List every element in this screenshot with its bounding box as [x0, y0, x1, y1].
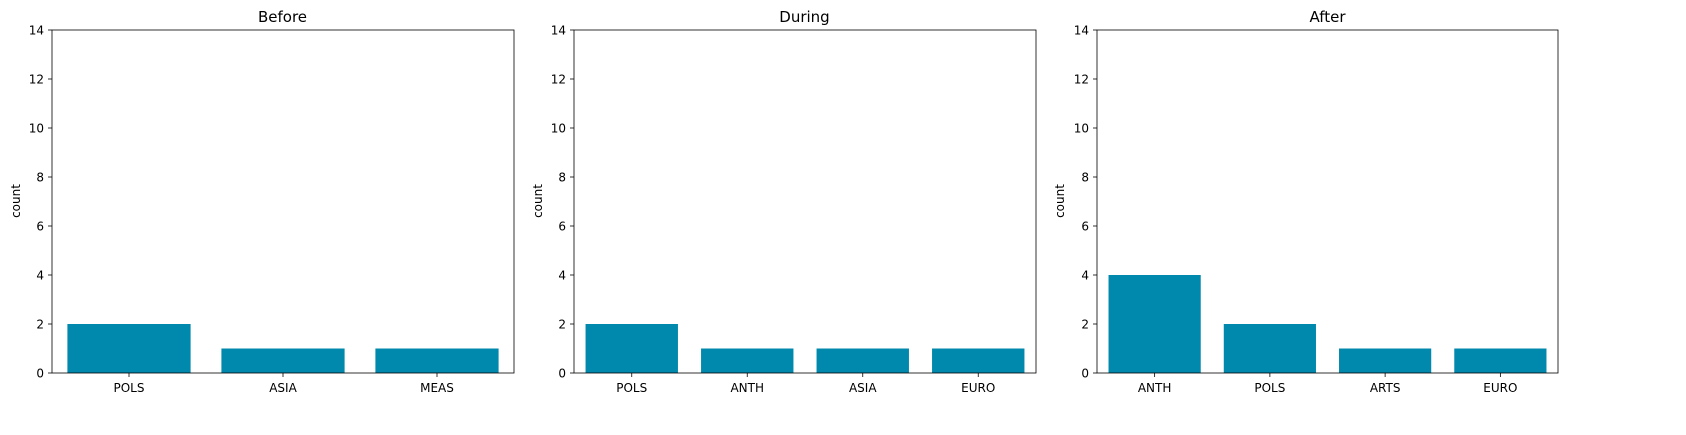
x-tick-label: POLS	[1254, 381, 1285, 395]
y-tick-label: 0	[558, 367, 566, 381]
y-tick-label: 14	[551, 24, 566, 38]
bar	[67, 324, 191, 373]
y-tick-label: 12	[29, 73, 44, 87]
chart-title: During	[779, 8, 829, 26]
x-tick-label: MEAS	[420, 381, 454, 395]
y-tick-label: 2	[558, 318, 566, 332]
plot-area: POLS ASIA MEAS 0 2 4 6 8 10 12 14	[29, 24, 515, 395]
subplot-during: During count POLS ANTH ASIA EURO 0 2 4 6 8 10 12 14	[531, 8, 1037, 395]
y-axis-label: count	[9, 184, 23, 218]
y-tick-label: 10	[551, 122, 566, 136]
y-tick-label: 6	[36, 220, 44, 234]
x-tick-label: EURO	[1483, 381, 1517, 395]
y-tick-label: 12	[1074, 73, 1089, 87]
bar	[816, 348, 909, 373]
axes-frame	[1096, 29, 1559, 374]
chart-title: After	[1309, 8, 1346, 26]
subplot-after: After count ANTH POLS ARTS EURO 0 2 4 6 8 10 12 14	[1053, 8, 1559, 395]
y-axis-label: count	[1053, 184, 1067, 218]
y-tick-label: 6	[1081, 220, 1089, 234]
bar	[1108, 275, 1201, 373]
x-tick-label: ANTH	[730, 381, 764, 395]
axes-frame	[51, 29, 515, 374]
x-tick-label: ANTH	[1138, 381, 1172, 395]
y-tick-label: 12	[551, 73, 566, 87]
y-tick-label: 14	[1074, 24, 1089, 38]
y-axis-label: count	[531, 184, 545, 218]
y-tick-label: 0	[1081, 367, 1089, 381]
subplot-before: Before count POLS ASIA MEAS 0 2 4 6 8 10 12 14	[9, 8, 515, 395]
bar	[701, 348, 794, 373]
bar	[375, 348, 499, 373]
bar	[585, 324, 678, 373]
axes-frame	[573, 29, 1037, 374]
x-tick-label: ASIA	[269, 381, 297, 395]
plot-area: ANTH POLS ARTS EURO 0 2 4 6 8 10 12 14	[1074, 24, 1559, 395]
y-tick-label: 0	[36, 367, 44, 381]
bar	[932, 348, 1025, 373]
y-tick-label: 14	[29, 24, 44, 38]
bar	[1223, 324, 1316, 373]
x-tick-label: POLS	[114, 381, 145, 395]
y-tick-label: 2	[36, 318, 44, 332]
y-tick-label: 8	[558, 171, 566, 185]
plot-area: POLS ANTH ASIA EURO 0 2 4 6 8 10 12 14	[551, 24, 1037, 395]
y-tick-label: 4	[558, 269, 566, 283]
y-tick-label: 6	[558, 220, 566, 234]
bar	[1454, 348, 1547, 373]
y-tick-label: 4	[1081, 269, 1089, 283]
y-tick-label: 10	[1074, 122, 1089, 136]
x-tick-label: EURO	[961, 381, 995, 395]
x-tick-label: ARTS	[1370, 381, 1401, 395]
bar	[1339, 348, 1432, 373]
y-tick-label: 4	[36, 269, 44, 283]
x-tick-label: POLS	[616, 381, 647, 395]
x-tick-label: ASIA	[849, 381, 877, 395]
chart-title: Before	[258, 8, 307, 26]
bar	[221, 348, 345, 373]
y-tick-label: 2	[1081, 318, 1089, 332]
y-tick-label: 8	[36, 171, 44, 185]
y-tick-label: 10	[29, 122, 44, 136]
y-tick-label: 8	[1081, 171, 1089, 185]
